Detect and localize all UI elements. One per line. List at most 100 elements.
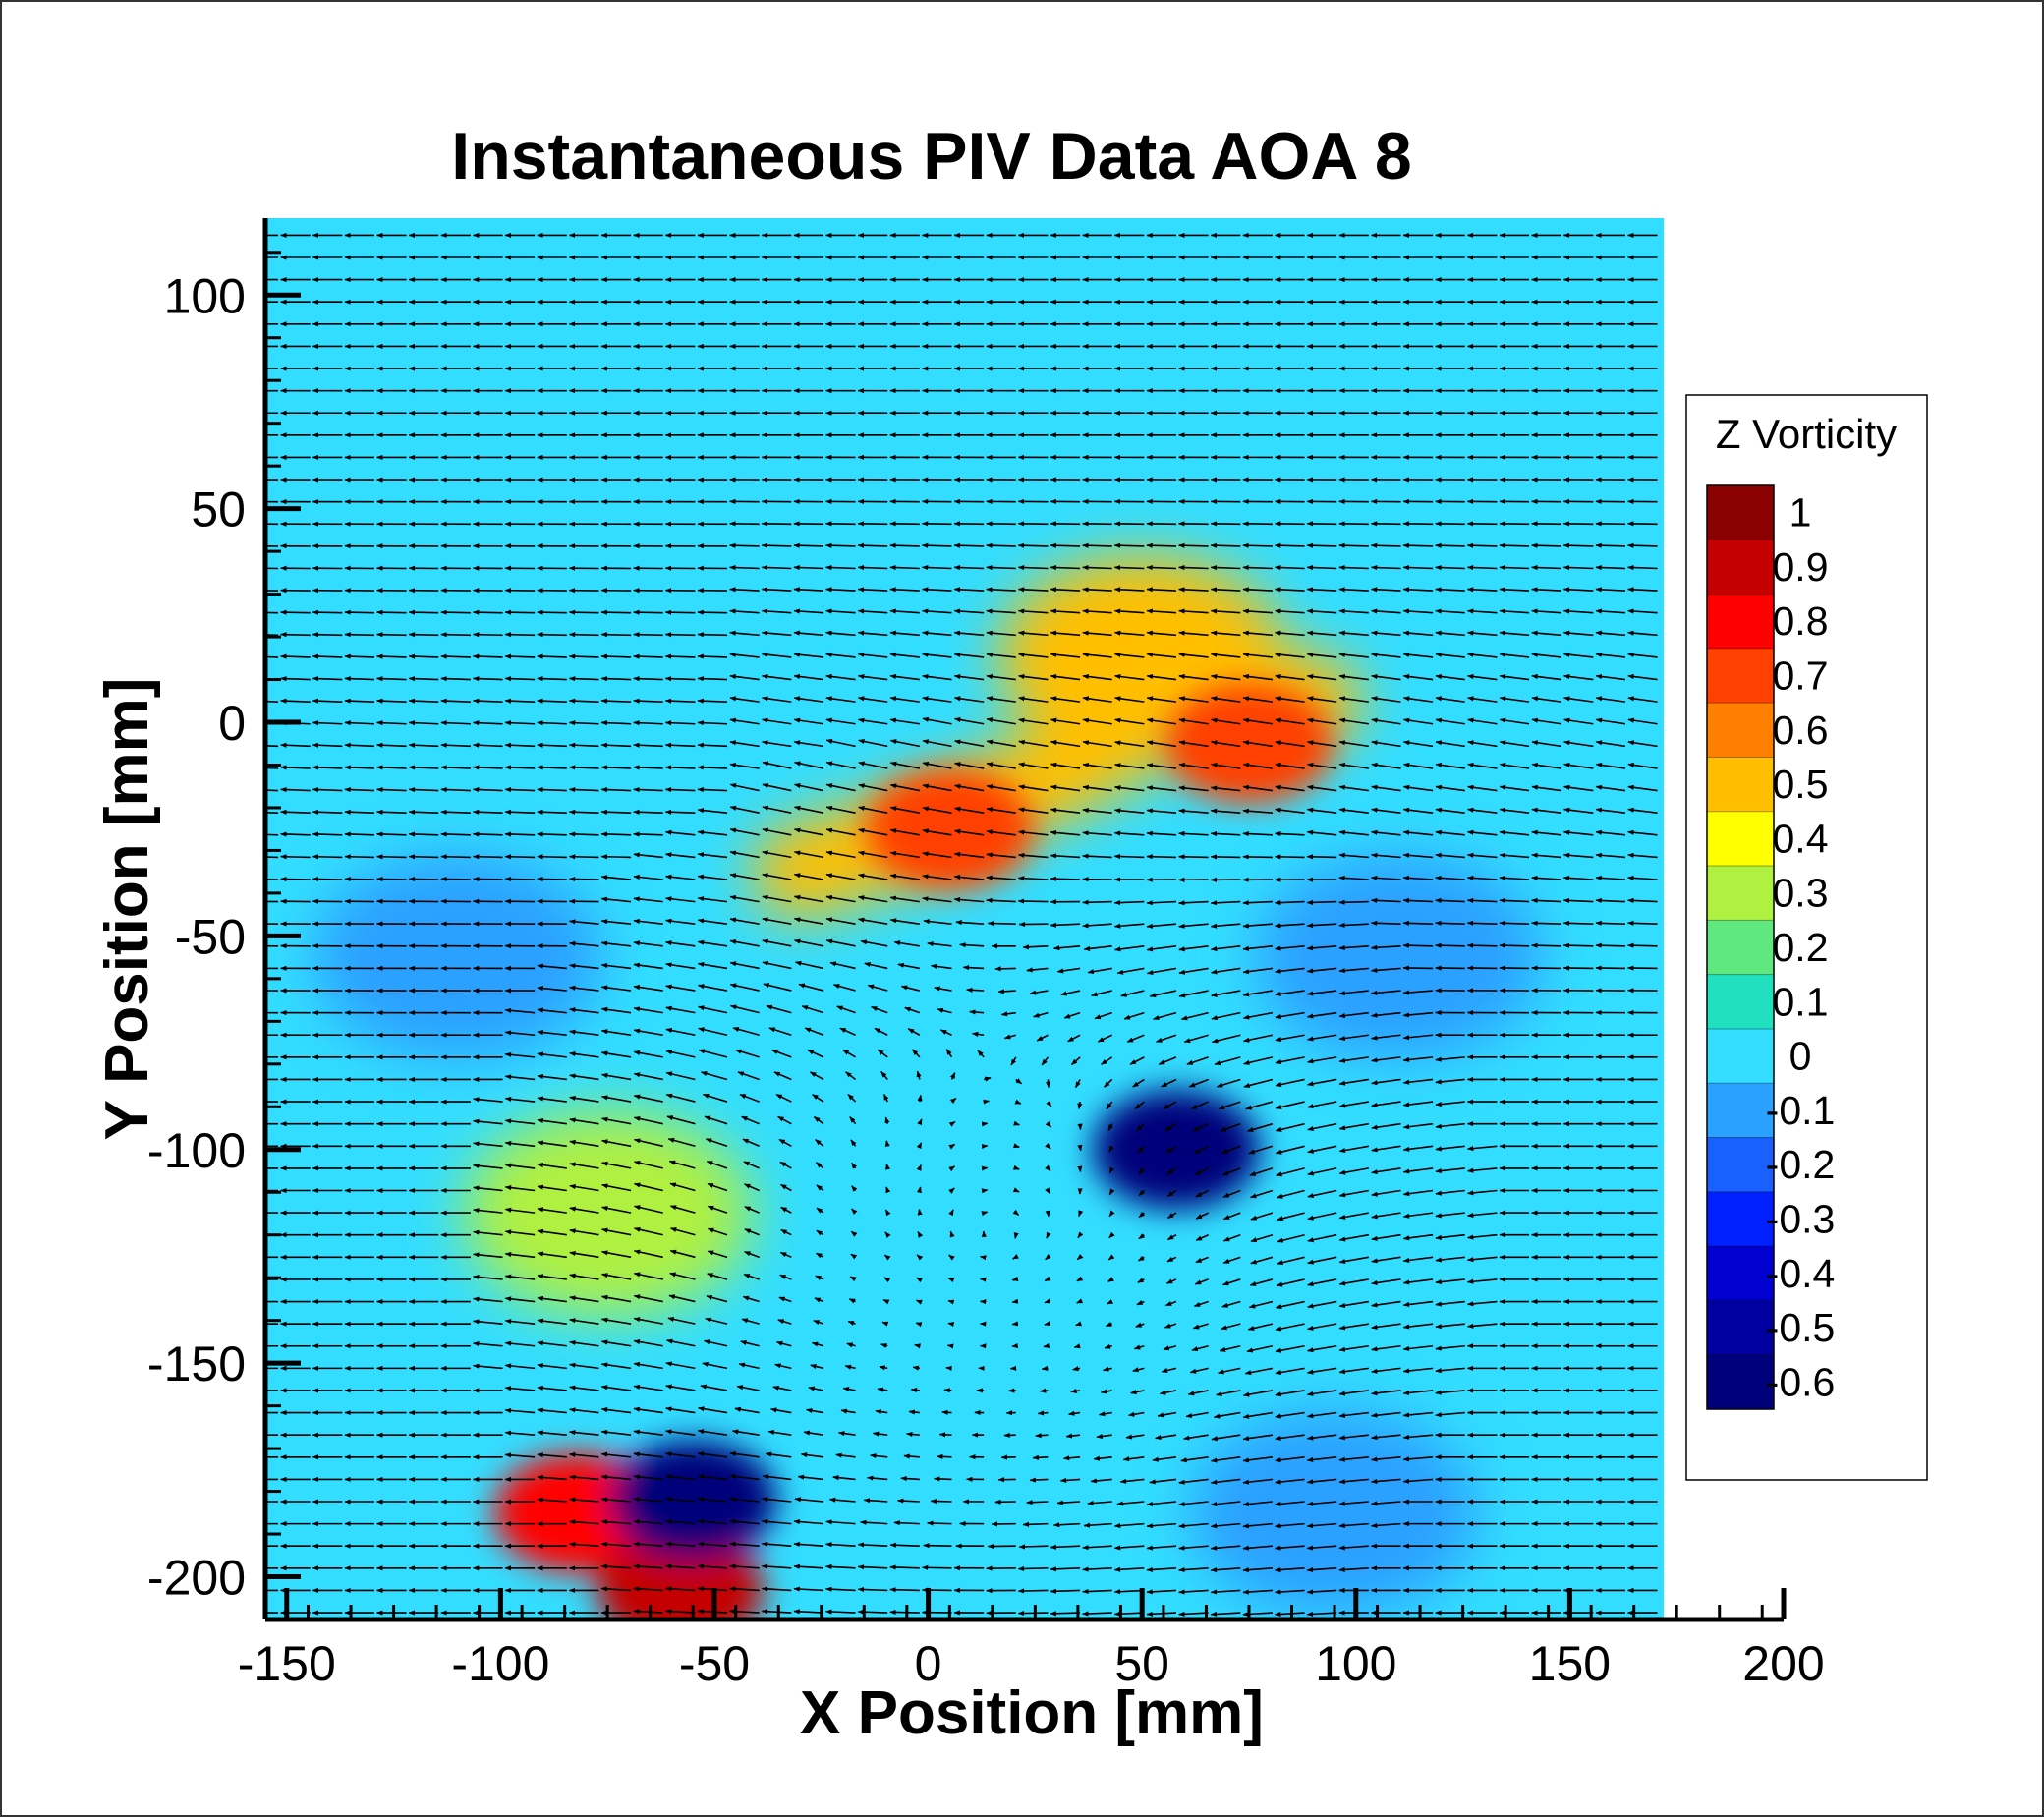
colorbar-swatch <box>1707 974 1774 1030</box>
colorbar-label: 0.4 <box>1773 816 1829 861</box>
velocity-vector <box>761 521 792 527</box>
velocity-vector <box>889 1609 920 1615</box>
velocity-vector <box>1210 565 1241 571</box>
velocity-vector <box>793 850 824 859</box>
velocity-vector <box>537 787 567 793</box>
velocity-vector <box>1466 829 1498 836</box>
velocity-vector <box>568 653 599 659</box>
velocity-vector <box>1467 673 1498 681</box>
colorbar-label: 0.1 <box>1773 979 1829 1024</box>
velocity-vector <box>729 652 760 658</box>
velocity-vector <box>1338 630 1369 637</box>
velocity-vector <box>440 653 471 659</box>
velocity-vector <box>1371 829 1401 836</box>
velocity-vector <box>793 717 824 725</box>
velocity-vector <box>986 587 1016 593</box>
velocity-vector <box>1338 673 1369 681</box>
velocity-vector <box>922 739 952 748</box>
velocity-vector <box>600 765 632 770</box>
velocity-vector <box>1371 784 1401 792</box>
velocity-vector <box>472 831 503 837</box>
velocity-vector <box>1306 521 1337 527</box>
velocity-vector <box>824 587 856 593</box>
velocity-vector <box>1626 521 1658 527</box>
y-tick-label: 50 <box>191 483 246 538</box>
velocity-vector <box>1435 807 1465 814</box>
velocity-vector <box>1113 830 1145 836</box>
velocity-vector <box>1562 852 1594 859</box>
velocity-vector <box>1178 673 1209 681</box>
velocity-vector <box>1531 762 1561 769</box>
velocity-vector <box>1113 652 1145 658</box>
velocity-vector <box>825 873 856 880</box>
velocity-vector <box>1595 920 1625 926</box>
velocity-vector <box>987 921 1016 927</box>
velocity-vector <box>825 673 856 681</box>
velocity-vector <box>1499 608 1530 614</box>
velocity-vector <box>953 874 985 880</box>
velocity-vector <box>1562 608 1594 614</box>
velocity-vector <box>1306 829 1337 836</box>
velocity-vector <box>504 787 536 793</box>
velocity-vector <box>633 831 663 837</box>
colorbar-swatch <box>1707 648 1774 704</box>
velocity-vector <box>889 761 921 769</box>
velocity-vector <box>344 876 374 882</box>
colorbar-swatch <box>1707 920 1774 976</box>
velocity-vector <box>825 761 856 769</box>
velocity-vector <box>1178 565 1209 571</box>
velocity-vector <box>1210 854 1241 860</box>
velocity-vector <box>1306 807 1337 814</box>
velocity-vector <box>1531 784 1561 792</box>
velocity-vector <box>1338 717 1369 725</box>
velocity-vector <box>945 1365 952 1371</box>
velocity-vector <box>1082 696 1112 703</box>
velocity-vector <box>1562 521 1594 527</box>
velocity-vector <box>1531 920 1561 926</box>
velocity-vector <box>1338 521 1369 527</box>
velocity-vector <box>312 742 343 748</box>
velocity-vector <box>1499 565 1530 571</box>
velocity-vector <box>1338 784 1369 792</box>
velocity-vector <box>440 698 471 704</box>
velocity-vector <box>953 828 985 836</box>
velocity-vector <box>729 521 760 527</box>
colorbar-swatch <box>1707 1354 1774 1410</box>
velocity-vector <box>986 762 1016 769</box>
velocity-vector <box>408 632 439 638</box>
velocity-vector <box>1338 829 1369 836</box>
velocity-vector <box>344 609 374 615</box>
velocity-vector <box>1242 740 1274 748</box>
colorbar-label: 1 <box>1789 490 1812 536</box>
velocity-vector <box>1531 542 1561 548</box>
velocity-vector <box>1026 1500 1049 1505</box>
velocity-vector <box>312 809 343 815</box>
velocity-vector <box>312 653 343 659</box>
velocity-vector <box>1012 1143 1020 1149</box>
velocity-vector <box>858 873 888 880</box>
velocity-vector <box>1627 717 1658 725</box>
velocity-vector <box>664 852 696 859</box>
velocity-vector <box>986 696 1016 703</box>
velocity-vector <box>1275 807 1305 814</box>
velocity-vector <box>1050 717 1081 725</box>
velocity-vector <box>600 653 632 659</box>
velocity-vector <box>1274 587 1305 593</box>
velocity-vector <box>981 1188 989 1194</box>
velocity-vector <box>1435 542 1465 548</box>
velocity-vector <box>1050 587 1081 593</box>
velocity-vector <box>344 787 375 793</box>
velocity-vector <box>1467 740 1498 748</box>
shear-core-a <box>866 768 1034 889</box>
velocity-vector <box>1077 1101 1083 1110</box>
velocity-vector <box>1499 696 1530 703</box>
velocity-vector <box>1626 542 1658 548</box>
velocity-vector <box>1113 808 1145 814</box>
velocity-vector <box>1082 630 1112 637</box>
velocity-vector <box>1466 542 1498 548</box>
velocity-vector <box>568 809 599 815</box>
velocity-vector <box>1595 652 1626 658</box>
velocity-vector <box>408 831 439 837</box>
velocity-vector <box>280 831 311 837</box>
velocity-vector <box>1531 807 1561 814</box>
